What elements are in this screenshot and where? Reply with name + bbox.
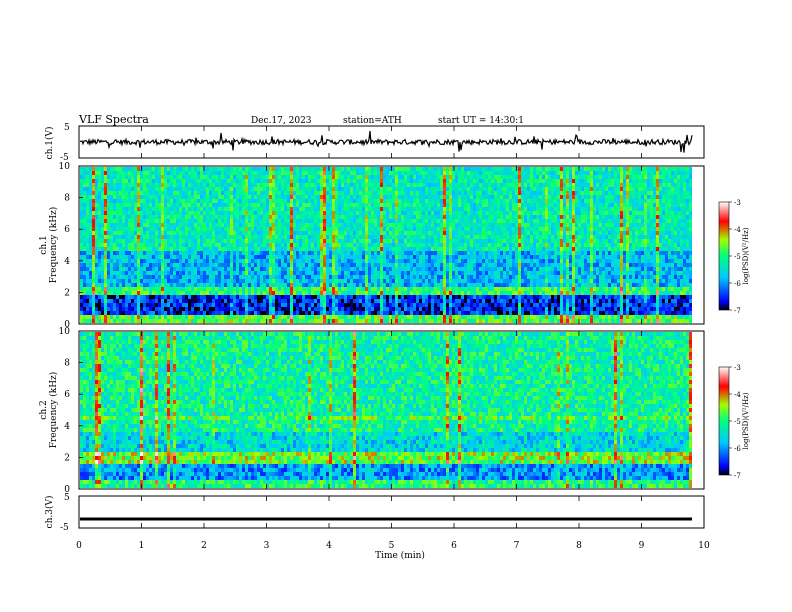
ch1-ytick-bottom: -5 [60,153,69,163]
ch2-freq-ytick: 6 [64,390,70,400]
time-axis: 0 1 2 3 4 5 6 7 8 9 10 [76,126,710,551]
time-tick-label: 3 [264,541,270,551]
ch2-frequency-ylabel: Frequency (kHz) [48,372,59,449]
ch1-ytick-top: 5 [64,123,70,133]
time-tick-label: 2 [201,541,207,551]
time-tick-label: 9 [639,541,645,551]
ch1-spectrogram-panel: ch.1 Frequency (kHz) 0 2 4 6 8 10 [39,162,705,330]
time-tick-label: 0 [76,541,82,551]
start-ut-label: start UT = 14:30:1 [438,116,524,126]
ch2-freq-ytick: 4 [64,422,70,432]
time-axis-label: Time (min) [375,550,425,561]
ch2-colorbar-tick: -3 [734,364,741,372]
ch2-spectrogram-panel: ch.2 Frequency (kHz) 0 2 4 6 8 10 [39,327,705,495]
ch1-freq-ytick: 6 [64,225,70,235]
time-tick-label: 5 [389,541,395,551]
ch2-colorbar-label: log(PSD)(V²/Hz) [742,392,750,449]
ch2-colorbar-tick: -5 [734,418,741,426]
ch1-spectrogram-image [80,167,692,323]
time-tick-label: 1 [139,541,145,551]
ch2-colorbar-tick: -4 [734,391,741,399]
ch2-colorbar-tick: -7 [734,472,741,480]
ch2-freq-ytick: 0 [64,485,70,495]
ch1-freq-ytick: 10 [59,162,71,172]
ch3-ytick-bottom: -5 [60,523,69,533]
ch1-voltage-ylabel: ch.1(V) [44,127,55,160]
ch2-spectrogram-image [80,332,692,488]
station-label: station=ATH [343,116,402,126]
ch1-colorbar-label: log(PSD)(V²/Hz) [742,227,750,284]
time-tick-label: 6 [451,541,457,551]
ch2-colorbar-tick: -6 [734,445,741,453]
ch1-colorbar-tick: -6 [734,280,741,288]
ch2-colorbar: log(PSD)(V²/Hz) -3 -4 -5 -6 -7 [718,364,750,480]
figure-title: VLF Spectra [78,113,149,126]
time-tick-label: 7 [514,541,520,551]
time-tick-label: 8 [576,541,582,551]
time-tick-label: 10 [698,541,710,551]
ch1-colorbar: log(PSD)(V²/Hz) -3 -4 -5 -6 -7 [718,199,750,315]
ch1-voltage-panel: 5 -5 ch.1(V) [44,123,705,163]
ch1-colorbar-tick: -3 [734,199,741,207]
ch2-freq-ytick: 2 [64,453,70,463]
ch1-freq-ytick: 8 [64,194,70,204]
ch1-voltage-trace [79,130,693,153]
ch1-colorbar-tick: -7 [734,307,741,315]
ch1-freq-ytick: 4 [64,257,70,267]
ch1-frequency-ylabel: Frequency (kHz) [48,207,59,284]
ch1-channel-label: ch.1 [39,235,49,254]
ch1-colorbar-tick: -5 [734,253,741,261]
ch2-freq-ytick: 10 [59,327,71,337]
ch2-channel-label: ch.2 [39,400,49,419]
date-label: Dec.17, 2023 [251,116,312,126]
ch3-voltage-panel: 5 -5 ch.3(V) [44,493,705,533]
ch1-colorbar-tick: -4 [734,226,741,234]
ch2-freq-ytick: 8 [64,359,70,369]
ch1-freq-ytick: 2 [64,288,70,298]
ch3-ytick-top: 5 [64,493,70,503]
ch1-freq-ytick: 0 [64,320,70,330]
time-tick-label: 4 [326,541,332,551]
ch3-voltage-ylabel: ch.3(V) [44,496,55,529]
